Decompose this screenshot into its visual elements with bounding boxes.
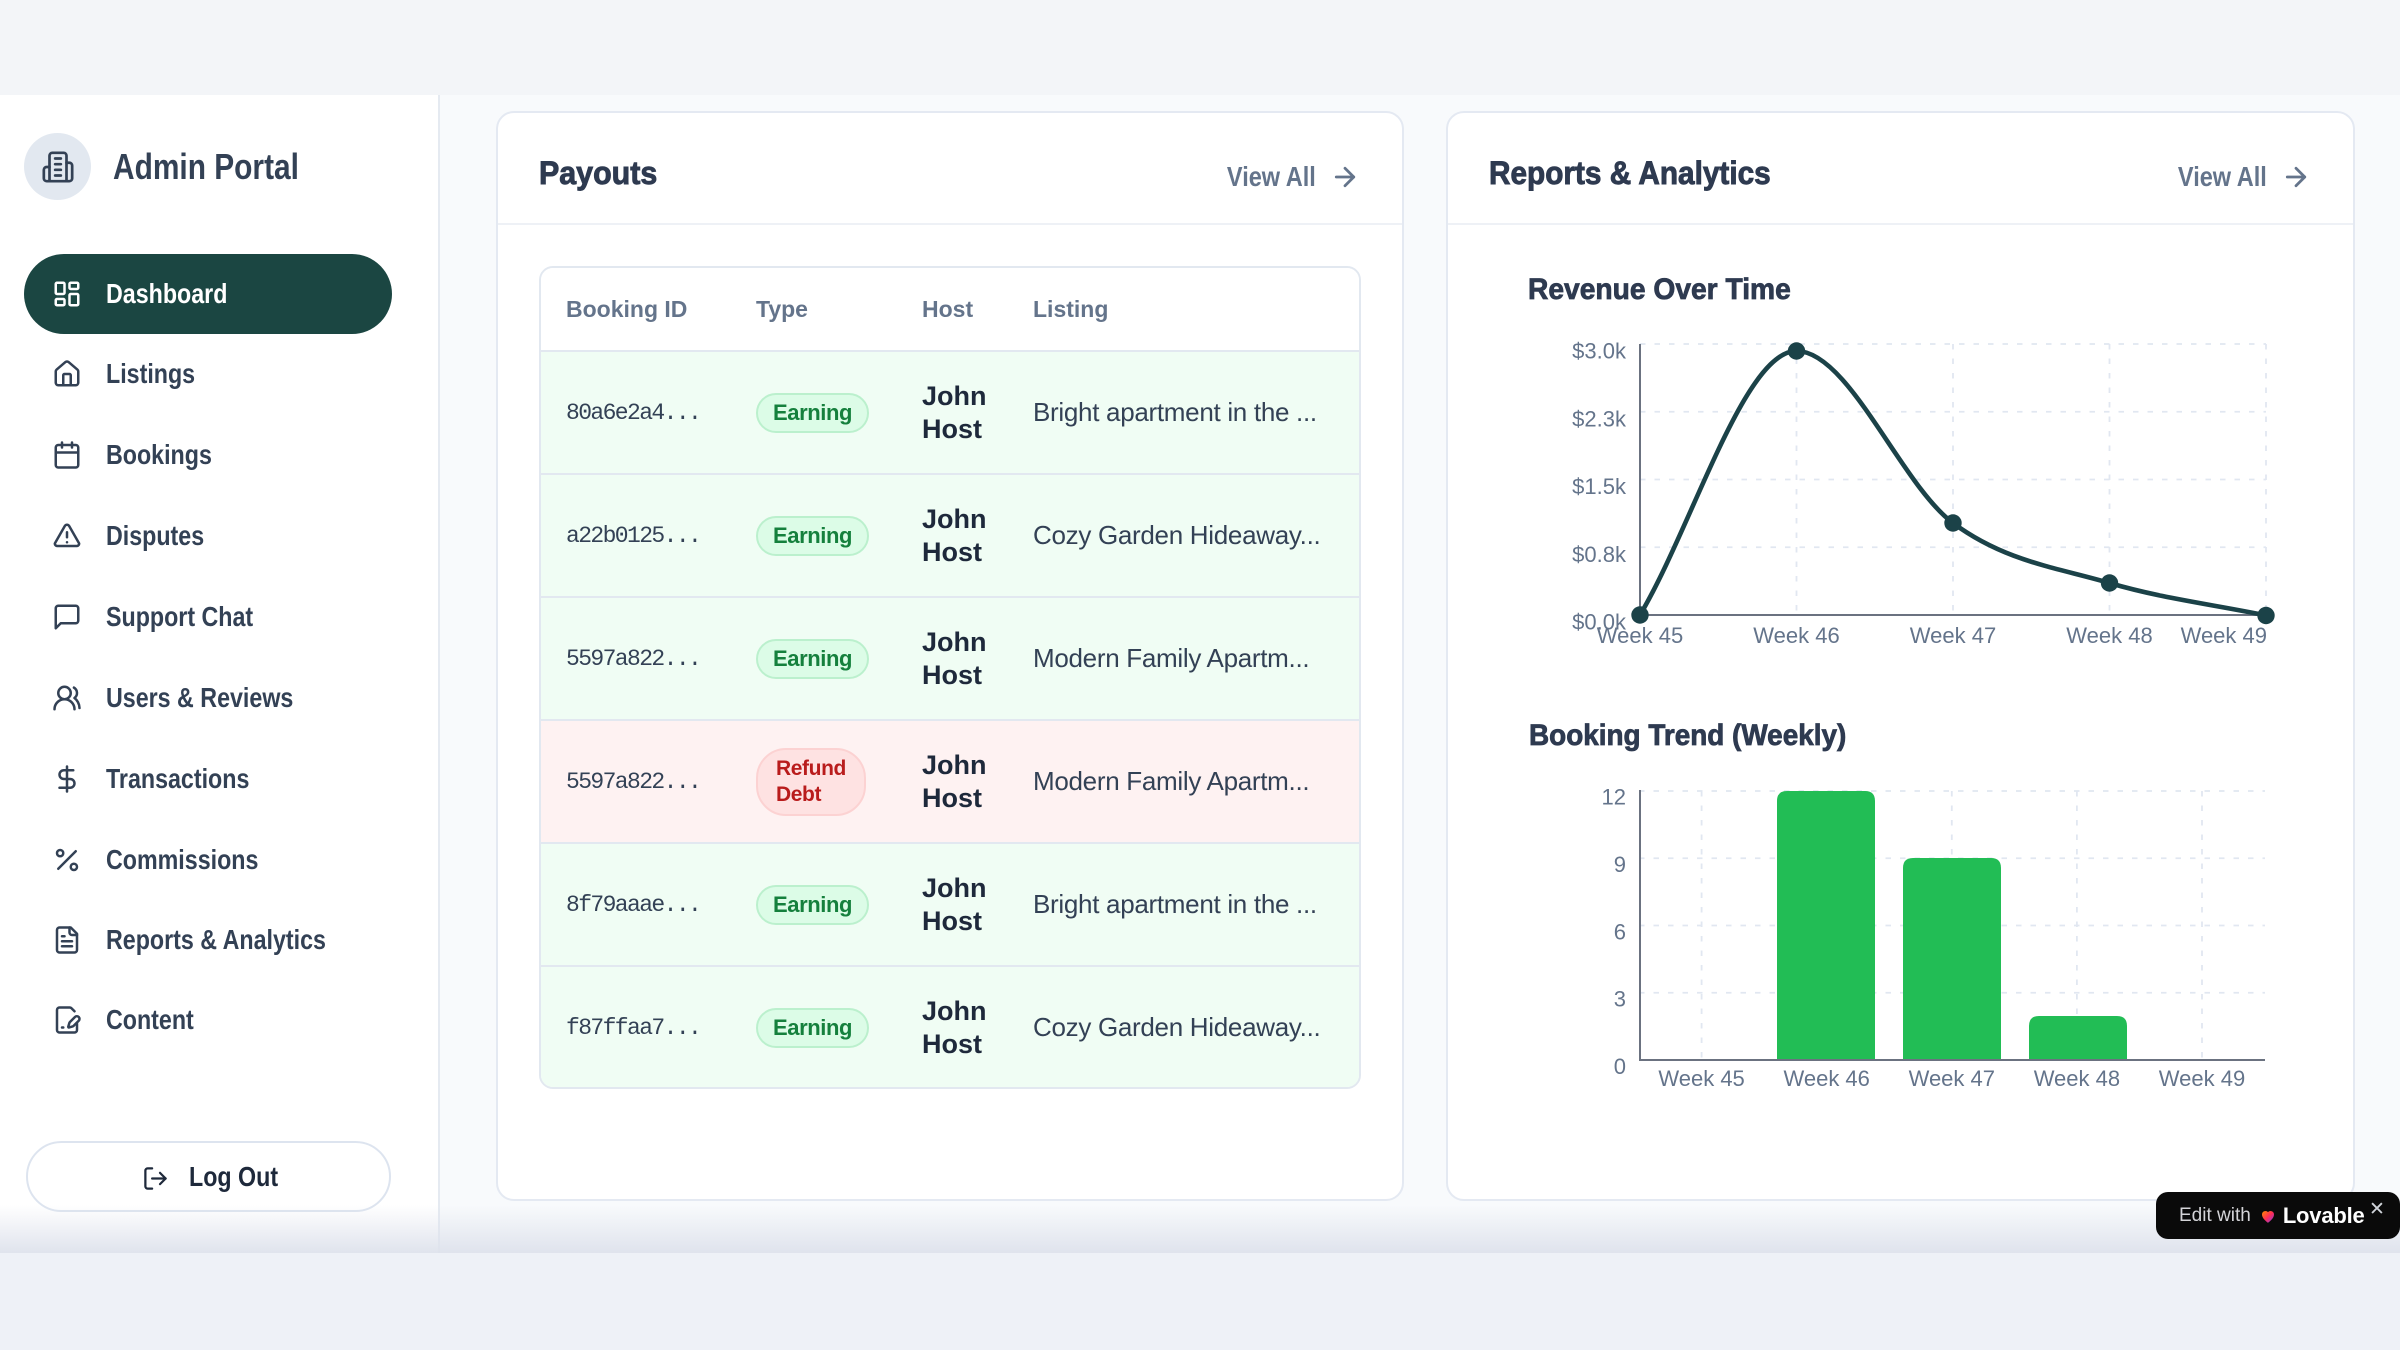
svg-text:$1.5k: $1.5k	[1572, 474, 1627, 499]
svg-text:Week 49: Week 49	[2159, 1066, 2245, 1091]
svg-text:Week 46: Week 46	[1753, 623, 1839, 648]
svg-text:9: 9	[1614, 852, 1626, 877]
svg-text:Week 45: Week 45	[1597, 623, 1683, 648]
svg-text:Week 48: Week 48	[2066, 623, 2152, 648]
svg-text:3: 3	[1614, 987, 1626, 1012]
svg-text:$2.3k: $2.3k	[1572, 406, 1627, 431]
svg-text:6: 6	[1614, 919, 1626, 944]
svg-text:12: 12	[1602, 785, 1626, 810]
svg-text:Week 47: Week 47	[1909, 1066, 1995, 1091]
svg-text:Week 47: Week 47	[1910, 623, 1996, 648]
svg-text:0: 0	[1614, 1054, 1626, 1079]
svg-text:Week 49: Week 49	[2181, 623, 2267, 648]
svg-text:Week 46: Week 46	[1783, 1066, 1869, 1091]
svg-text:Week 48: Week 48	[2034, 1066, 2120, 1091]
svg-text:Week 45: Week 45	[1658, 1066, 1744, 1091]
svg-text:$0.8k: $0.8k	[1572, 542, 1627, 567]
svg-text:$0.0k: $0.0k	[1572, 610, 1627, 635]
svg-text:$3.0k: $3.0k	[1572, 339, 1627, 364]
